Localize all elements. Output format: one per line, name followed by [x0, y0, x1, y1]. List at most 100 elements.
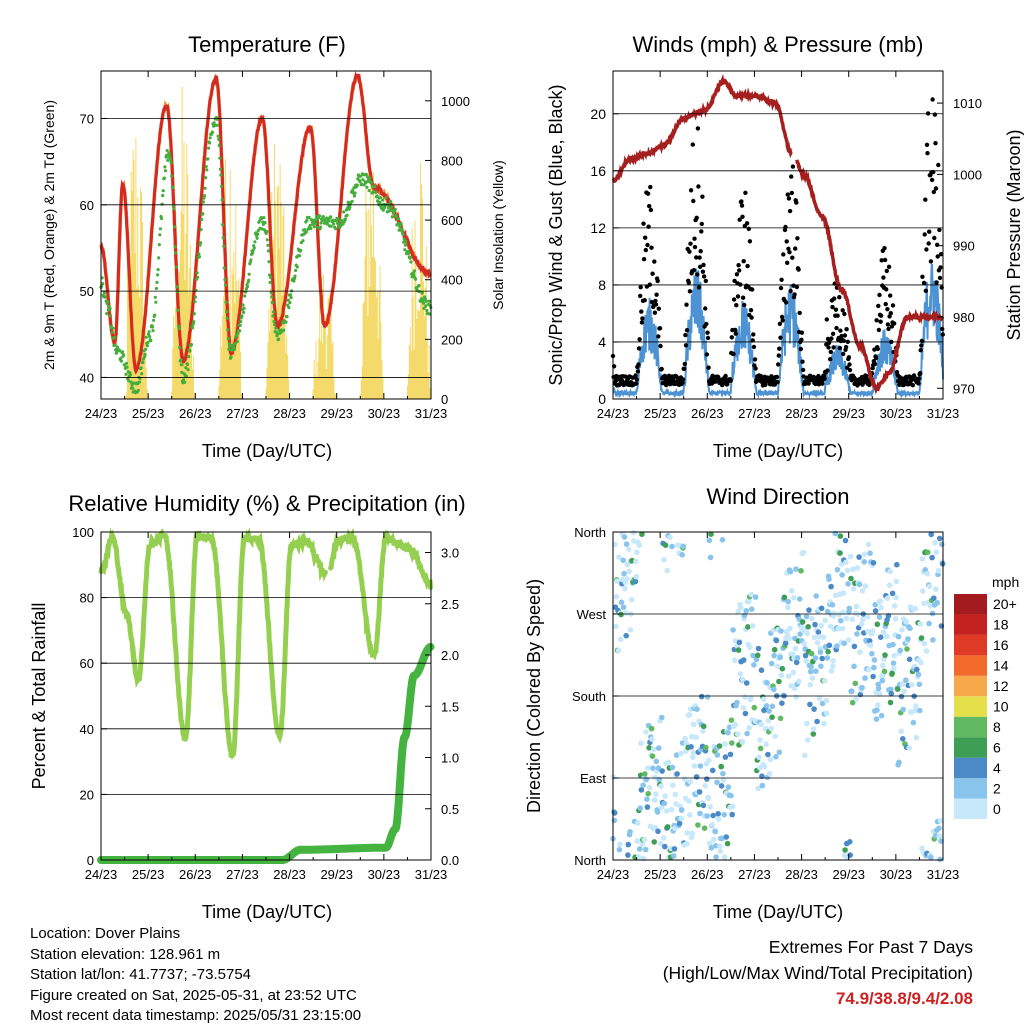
station-info: Location: Dover Plains Station elevation… — [30, 924, 361, 1027]
direction-point — [843, 559, 849, 566]
dewpoint-point — [225, 316, 229, 320]
colorbar-swatch — [954, 778, 987, 799]
dewpoint-point — [407, 250, 411, 254]
direction-point — [916, 681, 923, 688]
direction-point — [622, 585, 628, 592]
dewpoint-point — [288, 293, 293, 297]
dewpoint-point — [359, 174, 363, 178]
direction-point — [732, 657, 738, 664]
direction-point — [849, 616, 856, 623]
direction-point — [877, 598, 884, 605]
direction-point — [816, 695, 823, 702]
gust-point — [844, 327, 849, 332]
colorbar-label: 2 — [993, 780, 1001, 796]
direction-point — [638, 740, 644, 746]
dewpoint-point — [282, 328, 286, 332]
direction-point — [823, 697, 830, 704]
dewpoint-point — [161, 189, 165, 193]
dewpoint-point — [189, 343, 194, 347]
direction-point — [697, 763, 704, 769]
dewpoint-point — [329, 224, 333, 228]
y2-tick-label: 1.0 — [441, 751, 459, 766]
dewpoint-point — [103, 295, 108, 299]
dewpoint-point — [157, 243, 161, 247]
gust-point — [783, 224, 788, 230]
direction-point — [912, 707, 918, 714]
direction-point — [710, 836, 717, 843]
dewpoint-point — [329, 215, 333, 219]
direction-point — [625, 546, 632, 552]
direction-point — [653, 791, 659, 797]
dewpoint-point — [245, 285, 250, 289]
direction-point — [650, 765, 656, 771]
dewpoint-point — [378, 196, 383, 200]
direction-point — [636, 846, 643, 852]
pressure-ylabel: Station Pressure (Maroon) — [1004, 129, 1024, 340]
dewpoint-point — [308, 223, 312, 227]
direction-point — [632, 578, 639, 585]
gust-point — [635, 369, 641, 374]
gust-point — [901, 382, 906, 388]
x-tick-label: 25/23 — [644, 867, 677, 882]
dewpoint-point — [110, 330, 114, 334]
y2-tick-label: 400 — [441, 273, 463, 288]
direction-point — [690, 721, 697, 728]
dewpoint-point — [386, 206, 390, 210]
direction-point — [646, 745, 652, 751]
direction-point — [744, 730, 750, 737]
gust-point — [841, 351, 846, 357]
direction-point — [678, 807, 685, 813]
direction-point — [751, 704, 758, 711]
direction-point — [740, 705, 747, 711]
x-tick-label: 31/23 — [927, 867, 960, 882]
direction-point — [729, 803, 736, 810]
dewpoint-point — [176, 324, 181, 328]
direction-point — [658, 783, 664, 789]
direction-point — [768, 660, 775, 667]
direction-point — [640, 855, 647, 862]
colorbar-label: 10 — [993, 699, 1009, 715]
direction-point — [890, 660, 897, 666]
dewpoint-point — [191, 326, 195, 330]
direction-point — [804, 720, 810, 727]
dewpoint-point — [156, 273, 160, 277]
dewpoint-point — [222, 266, 226, 270]
direction-point — [716, 743, 723, 749]
gust-point — [888, 293, 893, 298]
dewpoint-point — [318, 225, 323, 229]
direction-point — [721, 811, 727, 818]
direction-point — [850, 586, 857, 592]
direction-point — [746, 725, 752, 731]
y2-tick-label: 0.5 — [441, 802, 459, 817]
gust-point — [933, 186, 939, 191]
direction-point — [885, 613, 892, 619]
y-tick-label: 50 — [80, 284, 94, 299]
gust-point — [937, 275, 943, 281]
direction-point — [771, 686, 777, 693]
direction-point — [616, 846, 623, 853]
direction-point — [649, 753, 656, 759]
direction-point — [928, 854, 934, 861]
dewpoint-point — [401, 232, 405, 236]
dewpoint-point — [153, 295, 157, 299]
direction-point — [918, 659, 924, 666]
gust-point — [694, 215, 699, 220]
direction-point — [624, 561, 631, 568]
dewpoint-point — [183, 380, 187, 384]
direction-point — [747, 644, 753, 650]
y-tick-label: South — [572, 689, 606, 704]
direction-point — [649, 736, 655, 742]
direction-point — [840, 590, 847, 596]
dewpoint-point — [375, 194, 379, 198]
direction-point — [805, 624, 811, 630]
dewpoint-point — [396, 222, 400, 226]
direction-point — [684, 840, 690, 847]
y2-tick-label: 1.5 — [441, 699, 459, 714]
direction-point — [897, 647, 903, 654]
dewpoint-point — [144, 335, 148, 339]
direction-point — [898, 693, 905, 700]
gust-point — [935, 242, 940, 247]
direction-point — [701, 825, 708, 831]
gust-point — [694, 255, 699, 260]
colorbar-swatch — [954, 696, 987, 717]
